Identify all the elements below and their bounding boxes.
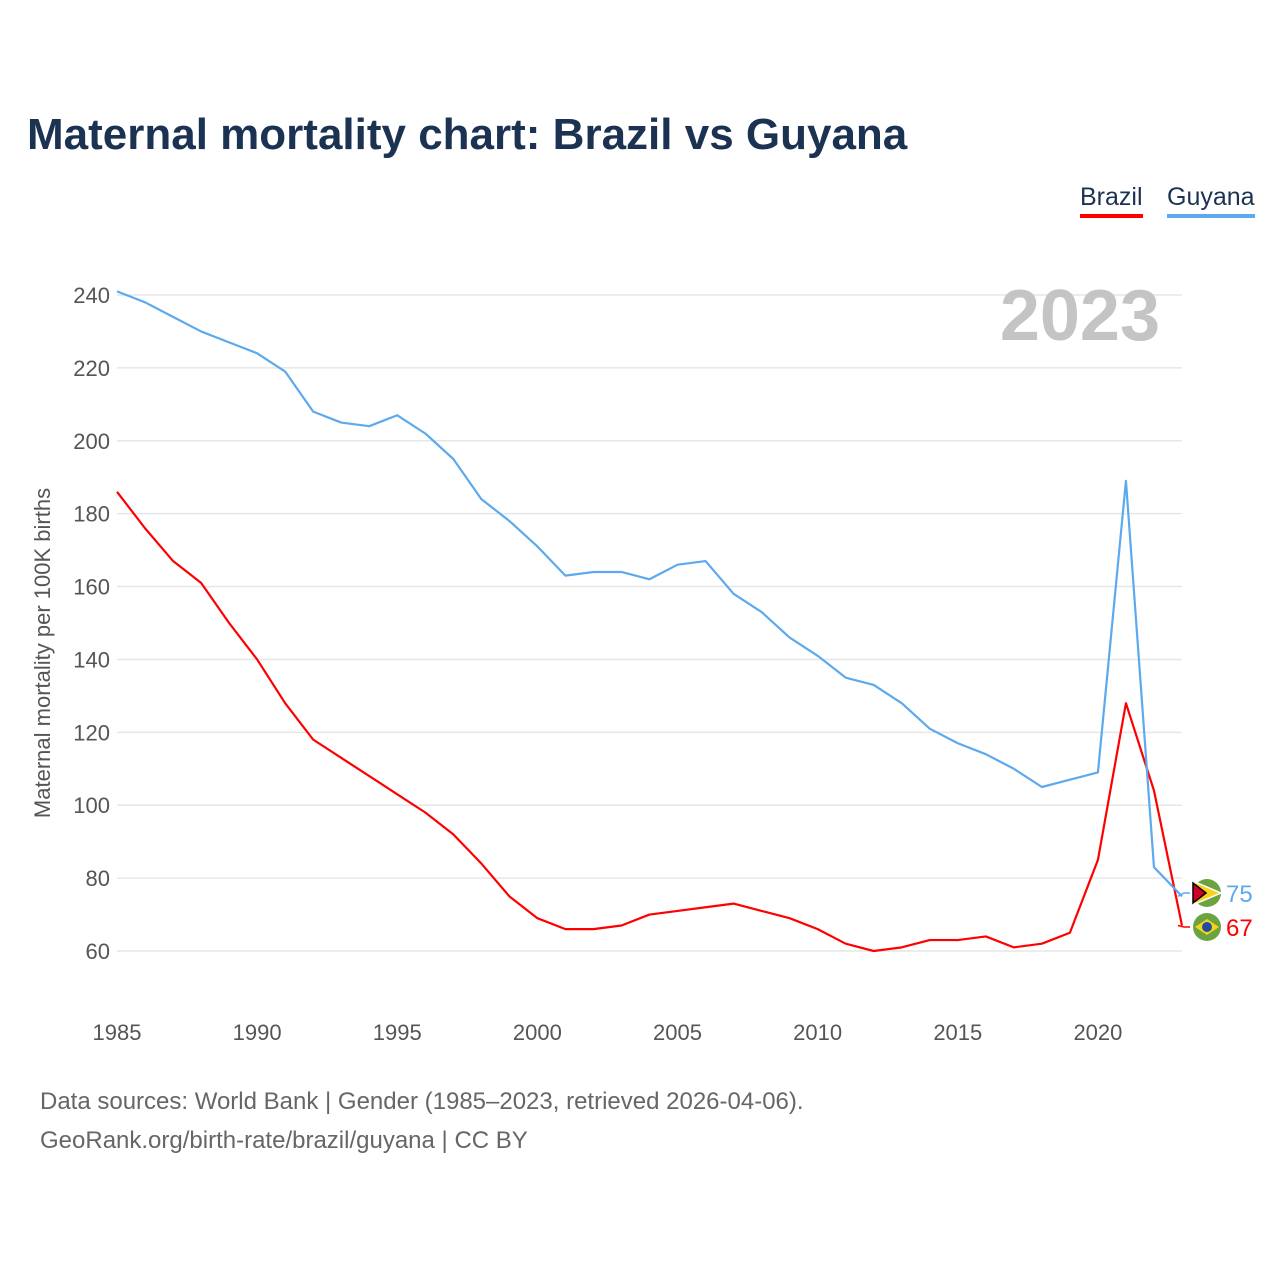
y-tick-label: 220 [73,356,110,381]
y-tick-label: 120 [73,720,110,745]
x-tick-label: 2020 [1073,1020,1122,1045]
x-tick-label: 1990 [233,1020,282,1045]
flag-detail [1192,881,1208,905]
end-value-label: 75 [1226,881,1253,908]
page-title: Maternal mortality chart: Brazil vs Guya… [27,110,908,159]
x-tick-label: 2015 [933,1020,982,1045]
end-value-label: 67 [1226,915,1253,942]
y-tick-label: 140 [73,647,110,672]
y-tick-label: 240 [73,283,110,308]
series-line-brazil [116,491,1184,953]
legend-brazil[interactable]: Brazil [1080,183,1143,218]
footer-sources: Data sources: World Bank | Gender (1985–… [40,1088,804,1115]
y-tick-label: 160 [73,575,110,600]
x-tick-label: 2010 [793,1020,842,1045]
y-tick-label: 80 [86,866,110,891]
x-tick-label: 1995 [373,1020,422,1045]
legend-guyana[interactable]: Guyana [1167,183,1255,218]
y-tick-label: 200 [73,429,110,454]
x-tick-label: 1985 [93,1020,142,1045]
year-label: 2023 [1000,276,1160,356]
series-line-guyana [116,290,1183,898]
x-tick-label: 2000 [513,1020,562,1045]
end-connector [1177,892,1190,897]
flag-detail [1202,922,1212,932]
y-tick-label: 60 [86,939,110,964]
y-tick-label: 100 [73,793,110,818]
footer-attribution: GeoRank.org/birth-rate/brazil/guyana | C… [40,1127,528,1154]
x-tick-label: 2005 [653,1020,702,1045]
end-connector [1177,924,1190,928]
y-axis-label: Maternal mortality per 100K births [30,488,55,818]
y-tick-label: 180 [73,502,110,527]
